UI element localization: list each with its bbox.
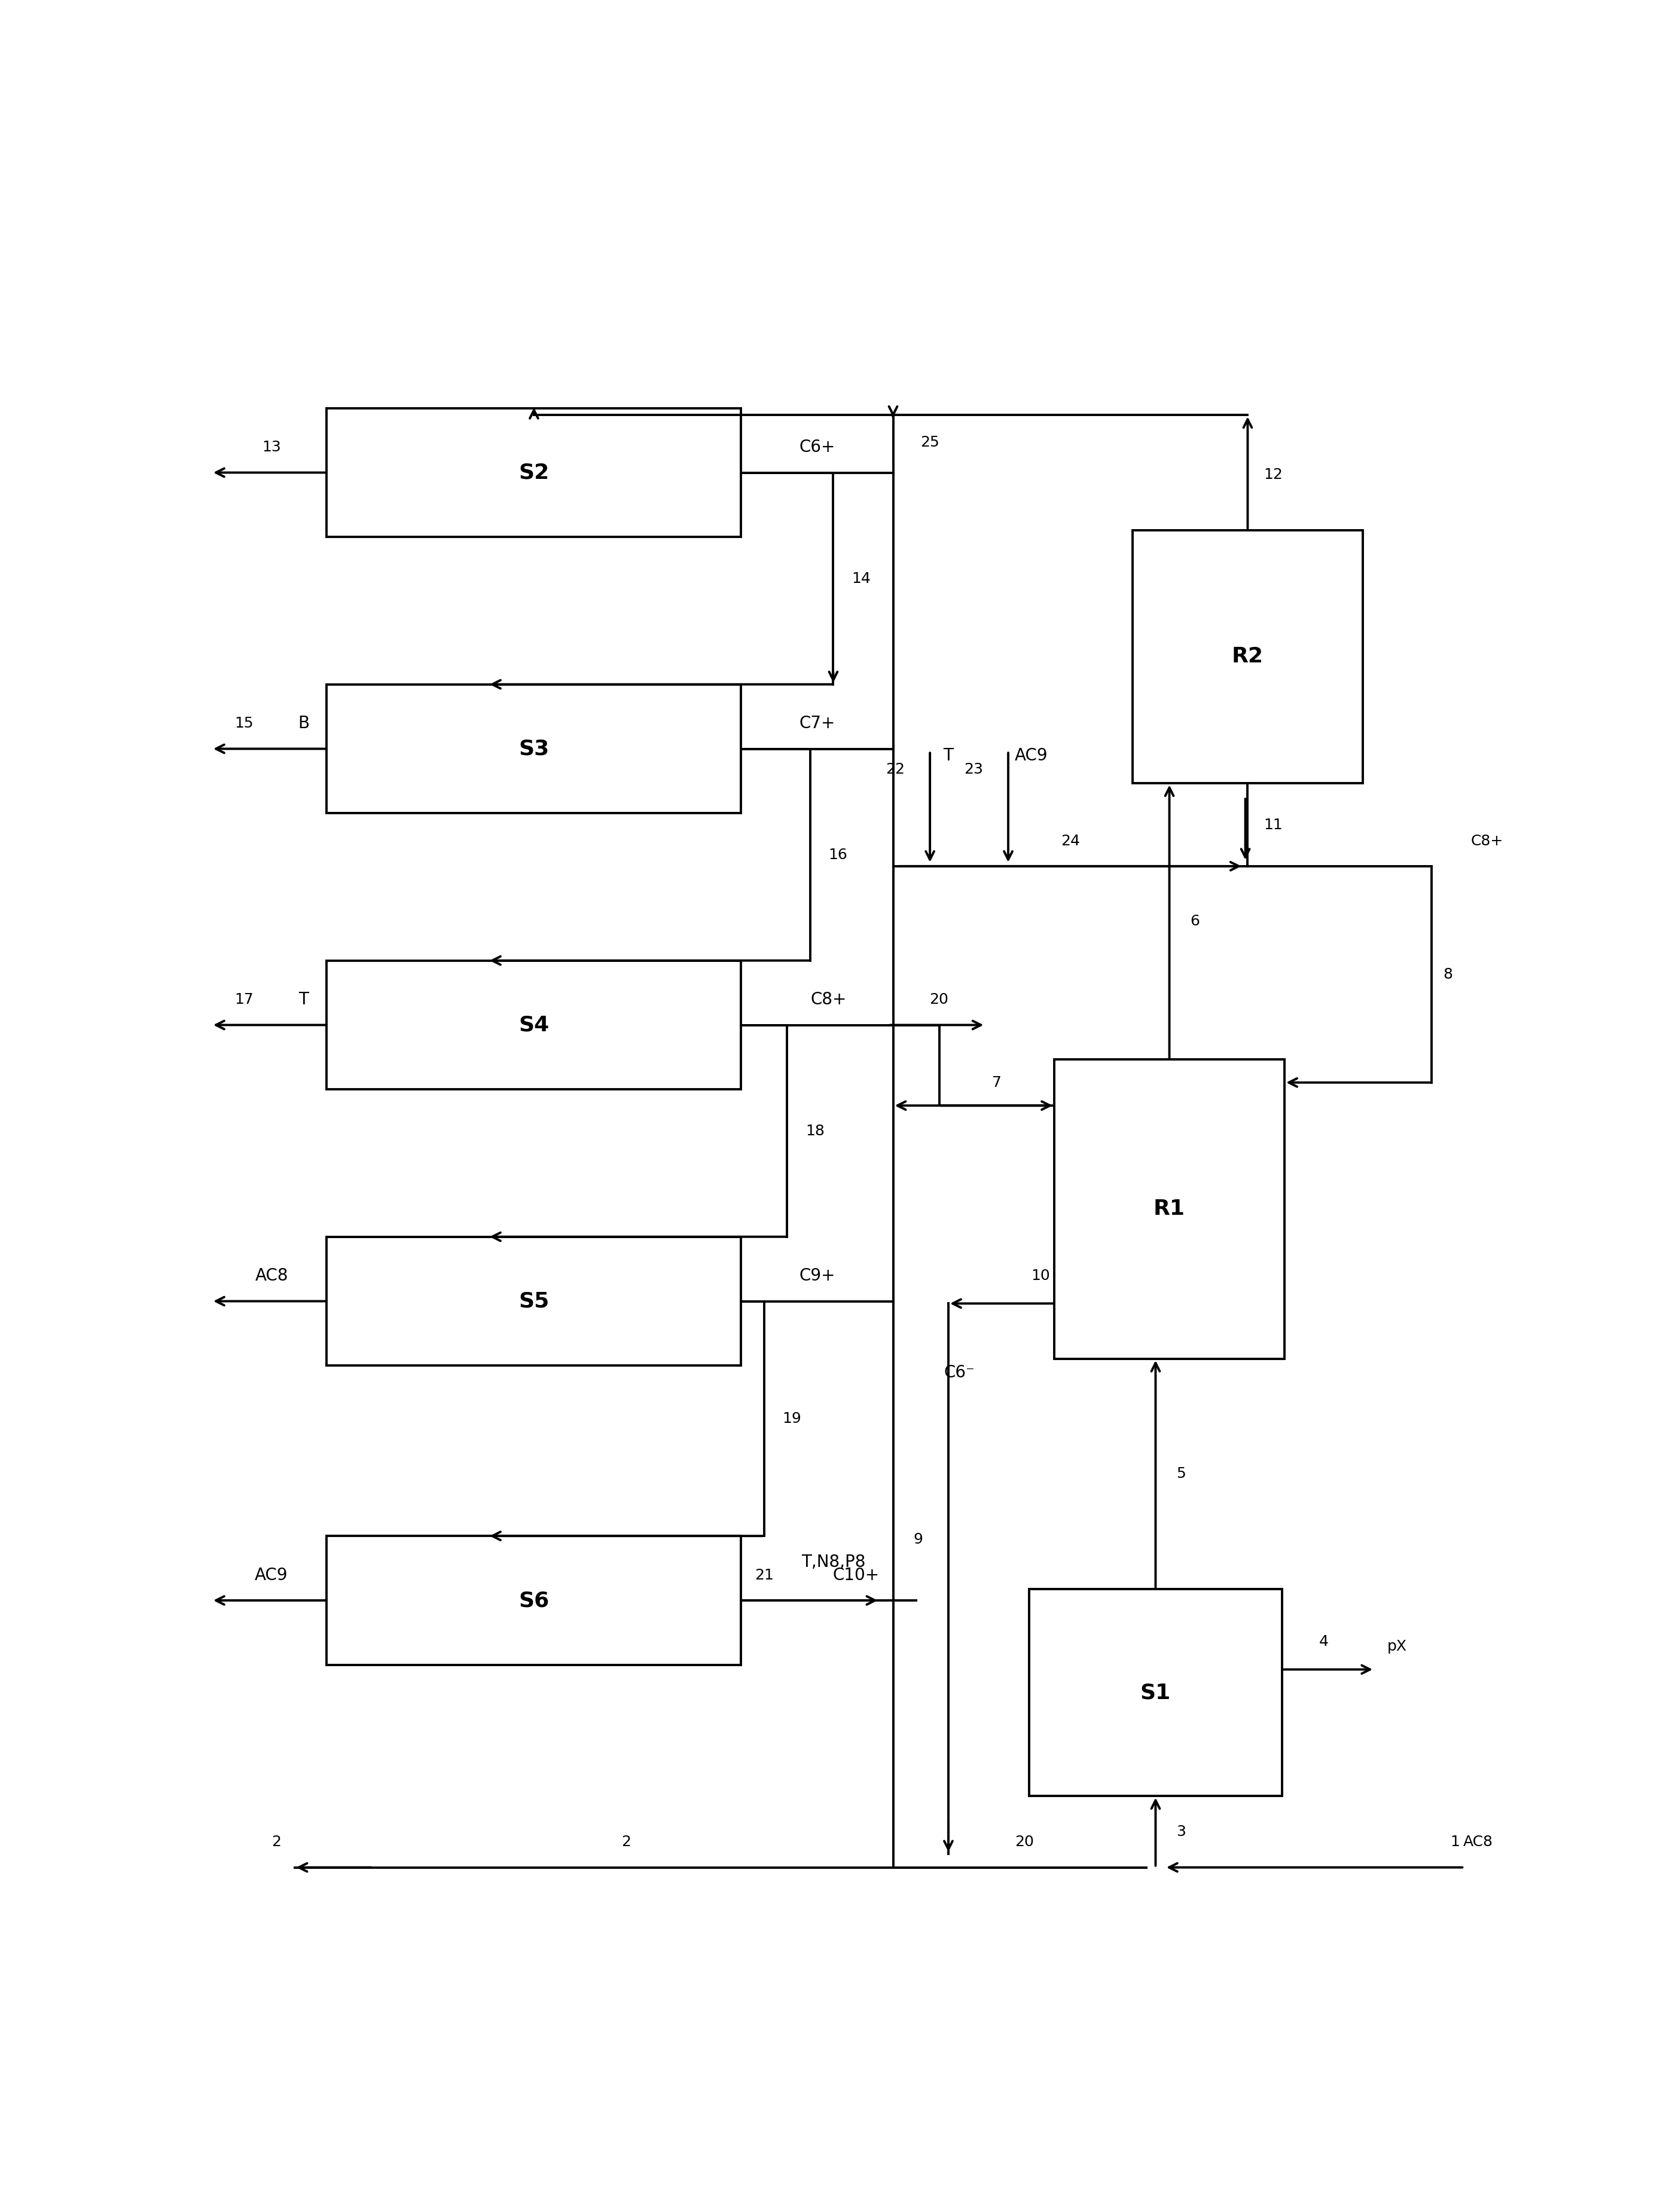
Bar: [327, 409, 740, 538]
Text: 9: 9: [913, 1533, 923, 1546]
Text: 11: 11: [1263, 818, 1283, 832]
Text: S6: S6: [518, 1590, 549, 1610]
Text: T: T: [299, 991, 309, 1009]
Bar: [1132, 531, 1363, 783]
Text: 14: 14: [852, 571, 872, 586]
Text: R1: R1: [1154, 1199, 1185, 1219]
Text: AC8: AC8: [256, 1267, 289, 1285]
Text: S3: S3: [518, 739, 549, 759]
Text: 13: 13: [262, 440, 281, 453]
Text: 7: 7: [993, 1075, 1001, 1091]
Text: 17: 17: [234, 993, 254, 1006]
Text: C7+: C7+: [798, 714, 835, 732]
Text: 24: 24: [1061, 834, 1081, 847]
Text: S4: S4: [518, 1015, 549, 1035]
Text: 4: 4: [1318, 1635, 1328, 1648]
Text: 2: 2: [621, 1836, 631, 1849]
Text: 18: 18: [805, 1124, 825, 1137]
Text: 23: 23: [964, 763, 983, 776]
Text: T,N8,P8: T,N8,P8: [802, 1555, 865, 1571]
Text: 16: 16: [828, 847, 848, 863]
Text: S5: S5: [518, 1292, 549, 1312]
Text: 1: 1: [1451, 1836, 1459, 1849]
Bar: [327, 1237, 740, 1365]
Text: AC9: AC9: [1014, 748, 1047, 763]
Text: AC9: AC9: [256, 1566, 289, 1584]
Text: C10+: C10+: [833, 1566, 880, 1584]
Text: C8+: C8+: [810, 991, 847, 1009]
Text: 25: 25: [920, 436, 940, 449]
Bar: [327, 684, 740, 814]
Text: 19: 19: [782, 1411, 802, 1427]
Text: 12: 12: [1263, 467, 1283, 482]
Text: 10: 10: [1031, 1270, 1049, 1283]
Text: 21: 21: [755, 1568, 774, 1582]
Bar: [1029, 1588, 1282, 1796]
Bar: [327, 1535, 740, 1666]
Text: S1: S1: [1140, 1683, 1170, 1703]
Text: B: B: [299, 714, 309, 732]
Text: 20: 20: [930, 993, 948, 1006]
Bar: [1054, 1060, 1285, 1358]
Text: S2: S2: [518, 462, 549, 482]
Text: C9+: C9+: [798, 1267, 835, 1285]
Text: 6: 6: [1190, 914, 1200, 929]
Text: 15: 15: [234, 717, 254, 730]
Text: 8: 8: [1443, 967, 1453, 982]
Text: 22: 22: [885, 763, 905, 776]
Text: C6⁻: C6⁻: [945, 1365, 974, 1380]
Text: 5: 5: [1177, 1467, 1185, 1482]
Text: C8+: C8+: [1471, 834, 1504, 847]
Text: 2: 2: [271, 1836, 281, 1849]
Text: 3: 3: [1177, 1825, 1185, 1838]
Text: AC8: AC8: [1462, 1836, 1492, 1849]
Text: R2: R2: [1232, 646, 1263, 666]
Text: pX: pX: [1388, 1639, 1408, 1655]
Text: 20: 20: [1014, 1836, 1034, 1849]
Bar: [327, 960, 740, 1091]
Text: C6+: C6+: [798, 438, 835, 456]
Text: T: T: [943, 748, 953, 763]
